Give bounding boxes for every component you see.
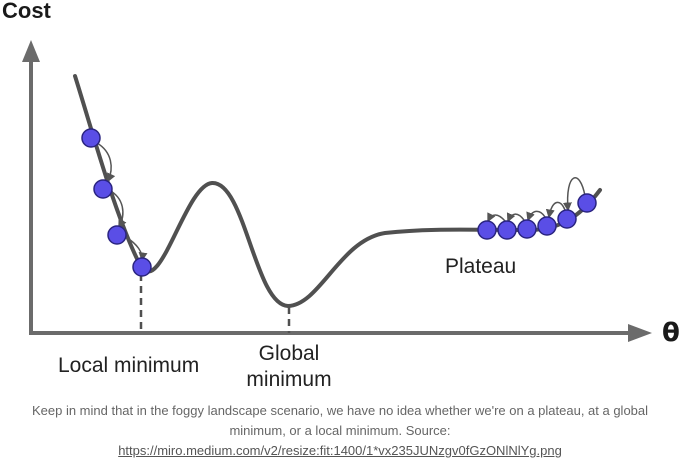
step-arrow xyxy=(108,189,127,229)
step-arrow xyxy=(545,201,566,219)
descent-step-ball xyxy=(477,220,497,240)
y-axis-label: Cost xyxy=(2,0,51,23)
descent-step-ball xyxy=(577,193,597,213)
plateau-label: Plateau xyxy=(445,255,517,278)
descent-step-ball xyxy=(517,219,537,239)
descent-step-ball xyxy=(107,225,127,245)
global-minimum-label-line1: Global xyxy=(258,342,320,365)
source-link[interactable]: https://miro.medium.com/v2/resize:fit:14… xyxy=(118,443,562,458)
descent-step-ball xyxy=(497,220,517,240)
step-arrow xyxy=(526,210,546,222)
y-axis-arrowhead xyxy=(22,40,40,62)
diagram-canvas xyxy=(22,40,652,342)
global-minimum-label: Global minimum xyxy=(232,341,346,393)
descent-step-ball xyxy=(93,179,113,199)
x-axis-arrowhead xyxy=(628,324,652,342)
global-minimum-label-line2: minimum xyxy=(246,368,332,391)
x-axis-label: θ xyxy=(662,318,680,348)
cost-curve xyxy=(73,74,602,309)
step-arrow xyxy=(562,177,586,212)
descent-step-ball xyxy=(537,216,557,236)
gradient-descent-diagram: Cost θ Local minimum Global minimum Plat… xyxy=(2,0,680,393)
caption-text: Keep in mind that in the foggy landscape… xyxy=(31,403,649,438)
local-minimum-label: Local minimum xyxy=(58,354,200,377)
step-arrow xyxy=(96,142,116,183)
figure-caption: Keep in mind that in the foggy landscape… xyxy=(10,401,670,461)
step-arrow xyxy=(487,212,506,223)
descent-step-ball xyxy=(81,128,101,148)
step-arrow xyxy=(506,212,525,223)
descent-step-ball xyxy=(557,209,577,229)
descent-step-ball xyxy=(132,257,152,277)
